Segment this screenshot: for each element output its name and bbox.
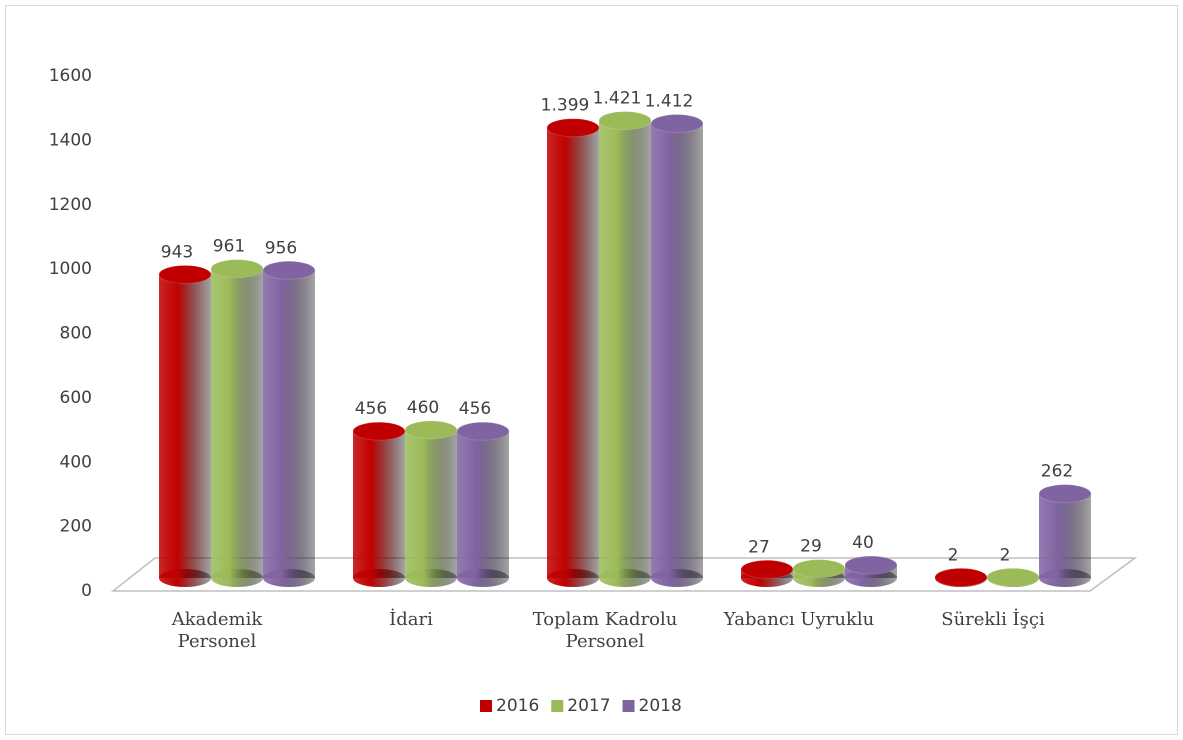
cylinder-top xyxy=(456,421,510,441)
data-label: 27 xyxy=(748,537,770,557)
data-label: 40 xyxy=(852,533,874,553)
data-label: 2 xyxy=(1000,545,1011,565)
y-tick-label: 400 xyxy=(60,452,92,472)
data-label: 961 xyxy=(213,237,245,257)
cylinder-top xyxy=(740,559,794,579)
y-tick-label: 200 xyxy=(60,517,92,537)
cylinder-top xyxy=(650,114,704,134)
cylinder-top xyxy=(934,567,988,587)
y-tick-label: 1000 xyxy=(49,259,92,279)
data-label: 1.399 xyxy=(541,96,590,116)
data-label: 1.412 xyxy=(645,92,694,112)
cylinder xyxy=(352,421,406,587)
cylinder-top xyxy=(546,118,600,138)
cylinder xyxy=(934,567,988,587)
cylinder xyxy=(650,114,704,587)
cylinder xyxy=(792,559,846,587)
cylinder-top xyxy=(792,559,846,579)
legend-swatch xyxy=(480,700,492,712)
data-label: 2 xyxy=(948,545,959,565)
cylinder-body xyxy=(159,274,211,578)
cylinder xyxy=(158,264,212,587)
cylinder-top xyxy=(158,264,212,284)
x-tick-label: Sürekli İşçi xyxy=(941,609,1045,630)
cylinder-top xyxy=(404,420,458,440)
data-label: 262 xyxy=(1041,462,1073,482)
cylinder xyxy=(210,259,264,587)
x-tick-label: Yabancı Uyruklu xyxy=(723,609,875,630)
data-label: 1.421 xyxy=(593,89,642,109)
legend-label: 2016 xyxy=(496,696,539,716)
y-tick-label: 1200 xyxy=(49,195,92,215)
legend-swatch xyxy=(622,700,635,712)
cylinder-body xyxy=(263,270,315,578)
cylinder-top xyxy=(352,421,406,441)
data-label: 456 xyxy=(459,399,491,419)
cylinder xyxy=(740,559,794,587)
y-tick-label: 1600 xyxy=(49,66,92,86)
data-label: 956 xyxy=(265,238,297,258)
y-tick-label: 800 xyxy=(60,324,92,344)
data-label: 943 xyxy=(161,242,193,262)
x-tick-label: Akademik Personel xyxy=(171,609,263,652)
cylinder-body xyxy=(353,431,405,578)
cylinder-top xyxy=(986,567,1040,587)
cylinder-top xyxy=(598,111,652,131)
legend-label: 2017 xyxy=(567,696,610,716)
cylinder-body xyxy=(1039,493,1091,578)
legend-label: 2018 xyxy=(639,696,682,716)
cylinder-top xyxy=(844,555,898,575)
cylinder-body xyxy=(599,120,651,578)
cylinder-body xyxy=(405,429,457,578)
y-tick-label: 0 xyxy=(81,581,92,601)
y-tick-label: 1400 xyxy=(49,130,92,150)
data-label: 460 xyxy=(407,398,439,418)
floor xyxy=(110,557,1138,592)
data-label: 29 xyxy=(800,537,822,557)
cylinder-body xyxy=(457,431,509,578)
cylinder xyxy=(546,118,600,587)
x-tick-label: İdari xyxy=(389,609,433,630)
x-tick-label: Toplam Kadrolu Personel xyxy=(532,609,678,652)
legend-swatch xyxy=(551,700,564,712)
data-label: 456 xyxy=(355,399,387,419)
cylinder xyxy=(598,111,652,587)
cylinder-body xyxy=(211,268,263,578)
cylinder xyxy=(986,567,1040,587)
cylinder xyxy=(456,421,510,587)
cylinder xyxy=(262,260,316,587)
cylinder-body xyxy=(651,123,703,578)
cylinder-top xyxy=(1038,484,1092,504)
cylinder xyxy=(844,555,898,587)
cylinder-top xyxy=(210,259,264,279)
cylinder xyxy=(404,420,458,587)
cylinder xyxy=(1038,484,1092,587)
y-tick-label: 600 xyxy=(60,388,92,408)
cylinder-top xyxy=(262,260,316,280)
cylinder-body xyxy=(547,127,599,579)
